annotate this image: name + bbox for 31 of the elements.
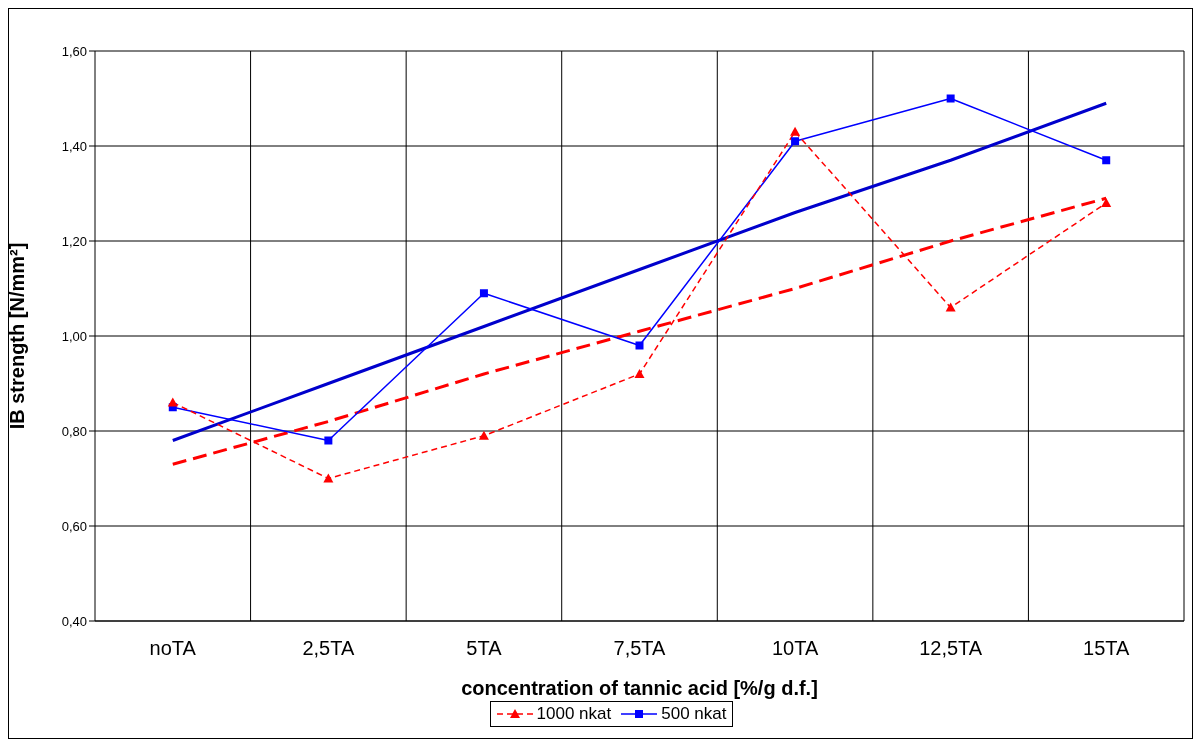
point — [791, 137, 800, 146]
point — [478, 430, 489, 440]
point — [635, 341, 644, 350]
point — [1101, 198, 1112, 207]
y-tick-label: 0,40 — [61, 613, 87, 629]
y-axis-title: IB strength [N/mm²] — [6, 242, 29, 430]
x-tick-label: 12,5TA — [919, 637, 983, 660]
y-tick-label: 1,20 — [61, 233, 87, 249]
point — [323, 473, 334, 483]
point — [790, 126, 801, 136]
legend-label: 500 nkat — [660, 704, 727, 724]
x-tick-label: 2,5TA — [302, 637, 355, 660]
point — [945, 302, 956, 312]
point — [1102, 156, 1111, 165]
point — [946, 94, 955, 103]
x-axis-title: concentration of tannic acid [%/g d.f.] — [461, 677, 818, 699]
x-tick-label: 15TA — [1083, 637, 1131, 660]
x-tick-label: 10TA — [771, 637, 819, 660]
point — [479, 289, 488, 298]
point — [634, 369, 645, 378]
x-tick-label: noTA — [149, 637, 197, 660]
y-tick-label: 1,00 — [61, 328, 87, 344]
point — [324, 436, 333, 445]
point — [167, 397, 178, 407]
y-tick-label: 1,60 — [61, 43, 87, 59]
x-tick-label: 7,5TA — [613, 637, 667, 660]
y-tick-label: 0,80 — [61, 423, 87, 439]
x-tick-label: 5TA — [466, 637, 503, 660]
y-tick-label: 0,60 — [61, 518, 87, 534]
y-tick-label: 1,40 — [61, 138, 87, 154]
legend-label: 1000 nkat — [535, 704, 612, 724]
